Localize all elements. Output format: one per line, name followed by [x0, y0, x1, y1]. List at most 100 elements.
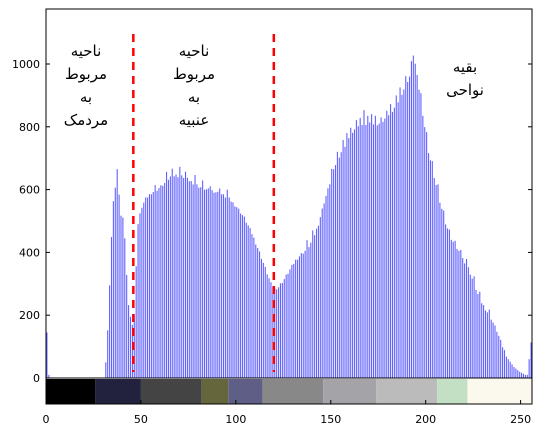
y-axis-ticks: 0 200 400 600 800 1000	[12, 58, 532, 385]
histogram-bar	[131, 324, 133, 378]
histogram-bar	[192, 184, 194, 378]
histogram-bar	[147, 197, 149, 378]
histogram-bar	[203, 189, 206, 378]
histogram-bar	[420, 93, 422, 379]
histogram-bar	[105, 362, 107, 378]
histogram-bar	[196, 184, 198, 378]
histogram-bar	[460, 249, 462, 378]
histogram-bar	[502, 347, 504, 378]
histogram-bar	[48, 374, 50, 378]
histogram-bar	[380, 117, 382, 378]
histogram-bar	[266, 274, 268, 378]
histogram-bar	[433, 177, 435, 378]
histogram-bar	[384, 118, 386, 378]
histogram-bar	[298, 256, 300, 378]
histogram-bar	[205, 189, 207, 378]
histogram-bar	[175, 174, 177, 378]
histogram-bar	[249, 228, 251, 378]
histogram-bar	[446, 228, 449, 378]
histogram-bar	[169, 176, 171, 378]
histogram-bar	[224, 197, 226, 378]
histogram-bar	[475, 289, 477, 378]
histogram-bar	[116, 169, 118, 378]
histogram-bar	[156, 190, 158, 378]
histogram-bar	[162, 185, 164, 378]
histogram-bar	[222, 194, 225, 378]
histogram-bar	[114, 187, 116, 378]
histogram-bar	[107, 330, 109, 378]
histogram-bar	[135, 266, 137, 378]
histogram-bar	[124, 238, 126, 378]
y-tick-label: 600	[19, 184, 40, 197]
histogram-bar	[365, 124, 367, 378]
histogram-bar	[344, 146, 346, 378]
histogram-bar	[386, 110, 388, 378]
histogram-bar	[359, 117, 361, 379]
histogram-bar	[409, 76, 411, 378]
histogram-bar	[437, 184, 439, 378]
histogram-bar	[505, 356, 507, 378]
histogram-bar	[137, 224, 139, 378]
histogram-bar	[310, 242, 312, 378]
histogram-bar	[285, 274, 287, 378]
histogram-bar	[198, 187, 200, 378]
histogram-bar	[293, 264, 295, 378]
histogram-bar	[443, 210, 445, 378]
histogram-bar	[507, 359, 509, 378]
histogram-bar	[183, 177, 185, 378]
histogram-bar	[403, 89, 405, 379]
histogram-bar	[435, 185, 437, 378]
histogram-bar	[500, 339, 502, 378]
histogram-bar	[260, 258, 263, 378]
colorbar-segment	[46, 379, 96, 404]
histogram-bar	[289, 269, 291, 378]
histogram-bar	[414, 63, 416, 378]
histogram-bar	[399, 87, 401, 378]
histogram-bar	[283, 279, 285, 378]
colorbar-segment	[262, 379, 324, 404]
histogram-bar	[498, 335, 500, 378]
y-tick-label: 200	[19, 309, 40, 322]
histogram-bar	[213, 192, 215, 378]
histogram-bar	[167, 179, 169, 378]
histogram-bar	[276, 289, 278, 378]
histogram-bar	[230, 201, 232, 378]
histogram-bar	[481, 303, 483, 378]
histogram-bar	[177, 177, 179, 378]
region-label-line: عنبیه	[179, 111, 210, 129]
y-tick-label: 400	[19, 246, 40, 259]
histogram-bar	[186, 177, 188, 378]
histogram-bar	[240, 213, 242, 378]
histogram-bar	[352, 132, 354, 378]
x-tick-label: 100	[225, 413, 246, 426]
histogram-bar	[439, 202, 441, 378]
histogram-bar	[416, 74, 418, 379]
histogram-bar	[110, 237, 113, 378]
histogram-bar	[306, 240, 308, 378]
histogram-bar	[494, 325, 496, 378]
histogram-bar	[388, 115, 390, 378]
histogram-bar	[367, 115, 369, 378]
histogram-bar	[281, 282, 283, 378]
histogram-bar	[334, 165, 337, 378]
histogram-bar	[509, 361, 511, 378]
histogram-bar	[397, 102, 399, 379]
colorbar-segment	[140, 379, 202, 404]
histogram-bar	[465, 258, 468, 378]
y-tick-label: 1000	[12, 58, 40, 71]
histogram-bar	[164, 183, 166, 378]
histogram-bar	[179, 166, 181, 378]
histogram-bar	[262, 262, 264, 378]
histogram-bar	[427, 153, 430, 378]
histogram-bar	[278, 287, 280, 378]
histogram-bar	[202, 180, 204, 378]
region-label-iris: ناحیه مربوط به عنبیه	[173, 42, 215, 129]
histogram-bar	[279, 283, 282, 378]
histogram-bar	[492, 322, 494, 378]
histogram-bar	[181, 175, 183, 378]
histogram-bar	[511, 364, 513, 378]
histogram-bar	[128, 305, 130, 378]
y-tick-label: 0	[33, 372, 40, 385]
histogram-bar	[479, 291, 481, 378]
histogram-bar	[418, 89, 420, 379]
